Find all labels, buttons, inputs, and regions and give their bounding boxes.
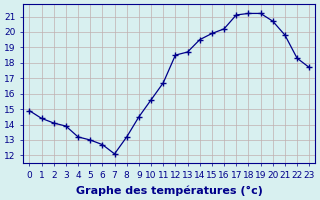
X-axis label: Graphe des températures (°c): Graphe des températures (°c): [76, 185, 263, 196]
